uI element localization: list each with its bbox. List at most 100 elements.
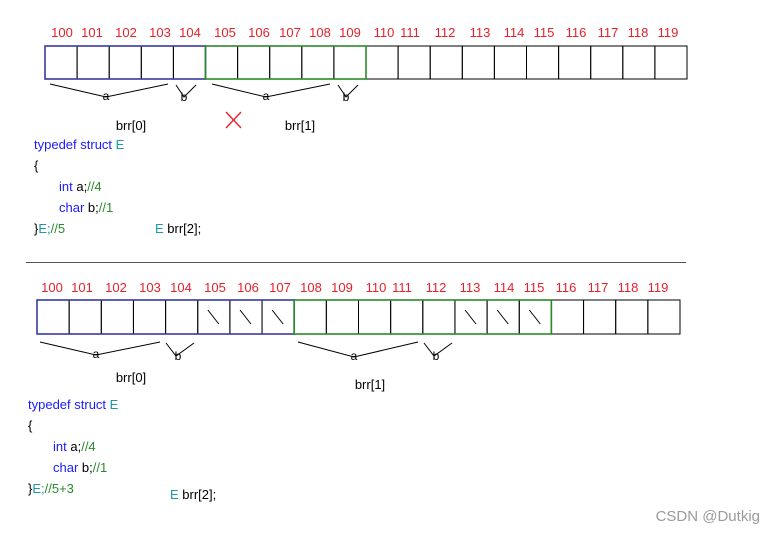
address-label: 113 [470, 25, 491, 40]
address-label: 118 [618, 280, 639, 295]
memory-cell [44, 45, 78, 80]
element-0-label: brr[0] [116, 118, 146, 133]
address-label: 119 [648, 280, 669, 295]
code-line: { [34, 158, 39, 173]
code-comment: //4 [81, 439, 96, 454]
code-text: brr[2]; [178, 487, 217, 502]
code-text: b; [78, 460, 93, 475]
top-layout: 100 101 102 103 104 105 106 107 108 109 110 111 112 1… [44, 25, 688, 133]
code-comment: //1 [98, 200, 114, 215]
address-label: 115 [524, 280, 545, 295]
cross-mark-stroke [225, 111, 242, 129]
memory-cell [100, 299, 134, 335]
memory-cell [140, 45, 174, 80]
address-label: 110 [374, 25, 395, 40]
watermark: CSDN @Dutkig [655, 508, 760, 525]
memory-cell [615, 299, 649, 335]
section-divider [26, 262, 686, 263]
code-line: char b;//1 [34, 197, 124, 218]
memory-cell [269, 45, 303, 80]
code-type-name: E; [38, 221, 51, 236]
address-label: 111 [400, 25, 420, 40]
code-type-name: E [115, 137, 125, 152]
address-label: 101 [71, 280, 93, 295]
field-b-label: b [175, 349, 182, 363]
memory-cell [647, 299, 681, 335]
field-b-label: b [433, 349, 440, 363]
brace-b [337, 84, 359, 98]
address-label: 105 [214, 25, 236, 40]
address-label: 112 [426, 280, 447, 295]
address-label: 113 [460, 280, 481, 295]
code-text: a; [66, 439, 82, 454]
padding-hatch [239, 309, 252, 325]
address-label: 104 [170, 280, 192, 295]
code-keyword: int [53, 439, 67, 454]
brace-b [423, 342, 453, 357]
memory-cell [550, 299, 585, 335]
code-keyword: char [59, 200, 85, 215]
brace-a [39, 341, 161, 356]
bottom-declaration: E brr[2]; [170, 484, 216, 505]
memory-cell [237, 45, 271, 80]
code-line: E brr[2]; [170, 484, 216, 505]
address-label: 103 [139, 280, 161, 295]
memory-cell [558, 45, 592, 80]
code-text: brr[2]; [163, 221, 202, 236]
memory-cell [365, 45, 399, 80]
code-keyword: int [59, 179, 73, 194]
code-type-name: E [155, 221, 164, 236]
address-label: 116 [556, 280, 577, 295]
address-label: 109 [331, 280, 353, 295]
code-comment: //5 [50, 221, 66, 236]
memory-cell [654, 45, 688, 80]
field-b-label: b [343, 90, 350, 104]
address-label: 111 [392, 280, 412, 295]
memory-cell [526, 45, 560, 80]
code-comment: //4 [87, 179, 102, 194]
address-label: 114 [494, 280, 515, 295]
field-a-label: a [103, 89, 110, 103]
memory-cell [590, 45, 624, 80]
code-keyword: typedef struct [28, 397, 107, 412]
brace-a [297, 341, 419, 358]
brace-a [211, 83, 331, 98]
padding-hatch [271, 309, 284, 325]
code-keyword: char [53, 460, 79, 475]
memory-cell [390, 299, 424, 335]
code-line: }E;//5 [34, 218, 124, 239]
padding-hatch [464, 309, 477, 325]
address-label: 100 [51, 25, 73, 40]
code-line: }E;//5+3 [28, 478, 118, 499]
code-line: typedef struct E [28, 394, 118, 415]
memory-cell [36, 299, 70, 335]
memory-cell [461, 45, 495, 80]
code-line: int a;//4 [34, 176, 124, 197]
brace-a [49, 83, 169, 98]
memory-cell [76, 45, 110, 80]
memory-cell [293, 299, 327, 335]
code-line: { [28, 418, 33, 433]
field-a-label: a [351, 349, 358, 363]
element-1-label: brr[1] [285, 118, 315, 133]
address-label: 108 [309, 25, 331, 40]
bottom-layout: 100 101 102 103 104 105 106 107 108 109 110 111 112 1… [36, 280, 681, 392]
element-0-label: brr[0] [116, 370, 146, 385]
code-text: b; [84, 200, 99, 215]
code-keyword: typedef struct [34, 137, 113, 152]
memory-cell [172, 45, 206, 80]
address-label: 100 [41, 280, 63, 295]
address-label: 112 [435, 25, 456, 40]
memory-cell [108, 45, 142, 80]
code-text: a; [72, 179, 88, 194]
code-text: } [28, 481, 33, 496]
field-b-label: b [181, 90, 188, 104]
memory-cell [422, 299, 456, 335]
address-label: 117 [588, 280, 609, 295]
struct-brr1-outline [204, 45, 367, 80]
address-label: 116 [566, 25, 587, 40]
brace-b [175, 84, 197, 98]
address-label: 102 [115, 25, 137, 40]
address-label: 107 [279, 25, 301, 40]
memory-cell [429, 45, 463, 80]
